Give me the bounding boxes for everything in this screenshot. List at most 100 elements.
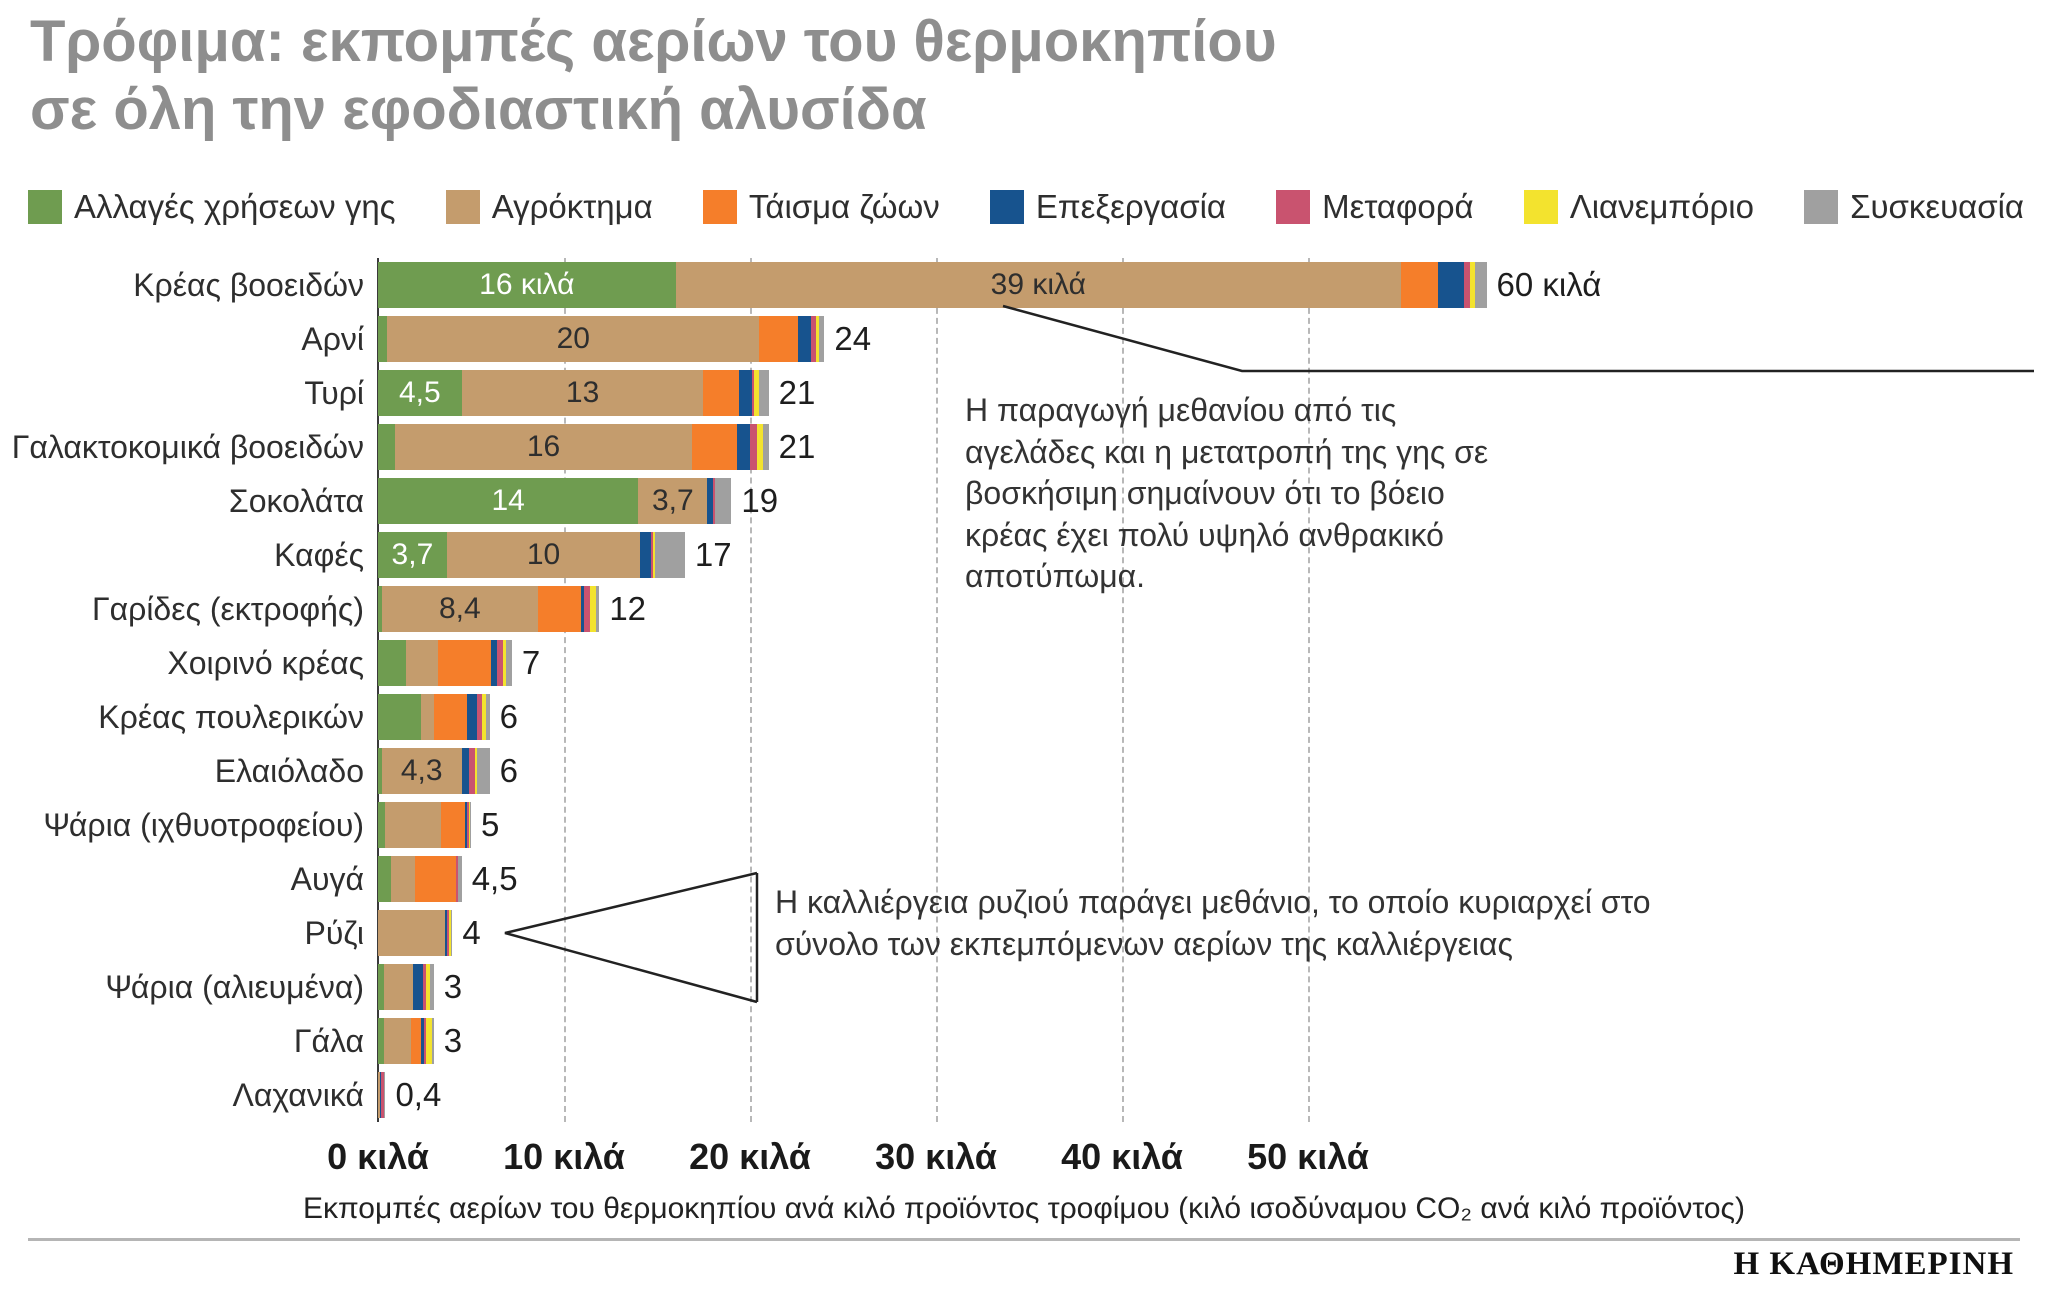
bar-row: 16 κιλά 39 κιλά [378, 262, 1487, 308]
total-value-label: 19 [741, 482, 779, 519]
row-label: Γαρίδες (εκτροφής) [91, 591, 364, 627]
total-value-label: 12 [609, 590, 647, 627]
bar-segment: 16 κιλά [378, 262, 676, 308]
bar-segment [469, 748, 475, 794]
bar-segment [757, 424, 763, 470]
row-label: Ρύζι [304, 915, 364, 951]
beef-annotation: Η παραγωγή μεθανίου από τις αγελάδες και… [965, 392, 1489, 595]
bar-segment [378, 964, 384, 1010]
bar-segment [798, 316, 812, 362]
row-label: Γάλα [293, 1023, 364, 1059]
bar-segment [378, 316, 388, 362]
title-line-2: σε όλη την εφοδιαστική αλυσίδα [30, 77, 927, 143]
bar-segment [469, 802, 471, 848]
gridline-50 [1308, 258, 1310, 1122]
publisher-logo: Η ΚΑΘΗΜΕΡΙΝΗ [1733, 1246, 2014, 1282]
bar-segment [485, 694, 490, 740]
row-label: Χοιρινό κρέας [167, 645, 364, 681]
bar-segment [584, 586, 591, 632]
bar-row [378, 964, 434, 1010]
bar-segment: 20 [387, 316, 760, 362]
bar-row: 3,7 10 [378, 532, 685, 578]
title-line-1: Τρόφιμα: εκπομπές αερίων του θερμοκηπίου [30, 9, 1277, 74]
bar-segment [384, 1072, 386, 1118]
bar-segment [714, 478, 732, 524]
bar-segment [1400, 262, 1439, 308]
segment-value-label: 3,7 [391, 538, 434, 571]
total-value-label: 24 [834, 320, 872, 357]
legend-color-swatch [989, 190, 1024, 224]
bar-row [378, 856, 462, 902]
bar-segment: 10 [446, 532, 641, 578]
legend-label: Αγρόκτημα [491, 188, 653, 225]
bar-segment [391, 856, 416, 902]
bar-segment: 16 [394, 424, 693, 470]
zero-axis-line [377, 258, 379, 1122]
segment-value-label: 16 [526, 430, 561, 463]
row-label: Καφές [274, 537, 364, 573]
legend-label: Επεξεργασία [1035, 188, 1227, 225]
bar-segment [456, 856, 458, 902]
segment-value-label: 20 [556, 322, 590, 355]
bar-segment [444, 910, 447, 956]
bar-segment [420, 1018, 425, 1064]
bar-segment [431, 1018, 434, 1064]
legend-item-5: Λιανεμπόριο [1523, 188, 1754, 226]
bar-row [378, 694, 490, 740]
bar-segment: 14 [378, 478, 639, 524]
segment-value-label: 10 [526, 538, 561, 571]
gridline-40 [1122, 258, 1124, 1122]
bar-segment [426, 1018, 432, 1064]
x-axis-caption: Εκπομπές αερίων του θερμοκηπίου ανά κιλό… [303, 1192, 1745, 1225]
bar-segment [703, 370, 739, 416]
total-value-label: 5 [481, 806, 500, 843]
bar-segment [422, 964, 427, 1010]
bar-segment [461, 748, 470, 794]
legend-label: Συσκευασία [1850, 188, 2024, 225]
bar-segment [379, 1072, 381, 1118]
bar-segment [470, 802, 471, 848]
bar-row: 14 3,7 [378, 478, 732, 524]
gridline-20 [750, 258, 752, 1122]
bar-segment [378, 802, 386, 848]
rice-annotation: Η καλλιέργεια ρυζιού παράγει μεθάνιο, το… [775, 884, 1651, 962]
legend-item-1: Αγρόκτημα [445, 188, 653, 226]
bar-segment [383, 964, 414, 1010]
bar-segment [378, 424, 395, 470]
total-value-label: 21 [778, 428, 816, 465]
bar-segment [430, 964, 434, 1010]
legend-color-swatch [445, 190, 480, 224]
gridline-30 [936, 258, 938, 1122]
bar-segment [378, 694, 421, 740]
total-value-label: 60 κιλά [1496, 266, 1602, 303]
bar-segment [707, 478, 713, 524]
bar-segment [385, 802, 442, 848]
bar-segment [405, 640, 438, 686]
segment-value-label: 16 κιλά [479, 268, 575, 301]
x-tick-label: 40 κιλά [1061, 1136, 1183, 1177]
bar-segment [420, 694, 434, 740]
row-label: Αυγά [290, 861, 364, 897]
bar-segment [441, 802, 466, 848]
bar-segment: 4,3 [381, 748, 462, 794]
legend-color-swatch [1804, 190, 1839, 224]
legend-item-6: Συσκευασία [1804, 188, 2024, 226]
bar-segment [378, 910, 445, 956]
bar-segment [424, 1018, 427, 1064]
bar-segment: 13 [461, 370, 704, 416]
bar-segment [497, 640, 503, 686]
bar-row [378, 1018, 434, 1064]
bar-segment [415, 856, 457, 902]
bar-segment [383, 1072, 385, 1118]
bar-segment [595, 586, 600, 632]
row-label: Κρέας βοοειδών [133, 267, 364, 303]
bar-segment [749, 424, 758, 470]
bar-segment [476, 694, 483, 740]
bar-segment [465, 802, 468, 848]
bar-segment [457, 856, 462, 902]
bar-segment [411, 1018, 421, 1064]
row-label: Ελαιόλαδο [214, 753, 364, 789]
row-label: Λαχανικά [232, 1077, 364, 1113]
legend-color-swatch [1523, 190, 1558, 224]
total-value-label: 17 [694, 536, 732, 573]
